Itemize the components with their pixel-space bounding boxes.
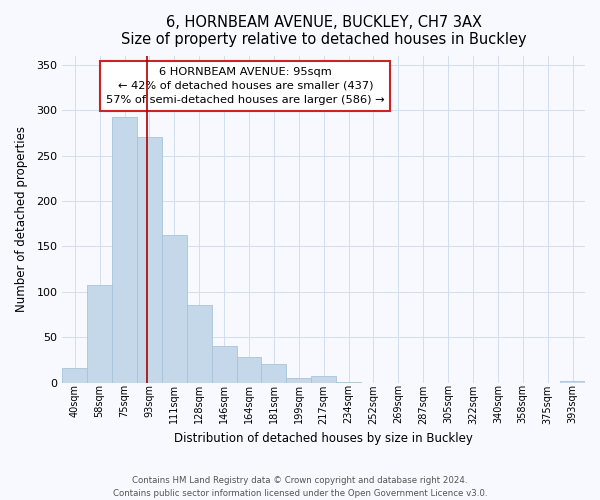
Bar (336, 382, 361, 383)
X-axis label: Distribution of detached houses by size in Buckley: Distribution of detached houses by size … (174, 432, 473, 445)
Text: Contains HM Land Registry data © Crown copyright and database right 2024.
Contai: Contains HM Land Registry data © Crown c… (113, 476, 487, 498)
Bar (236, 358, 262, 383)
Bar (187, 304, 212, 383)
Y-axis label: Number of detached properties: Number of detached properties (15, 126, 28, 312)
Bar (62, 368, 87, 383)
Bar (286, 378, 311, 383)
Bar (112, 118, 137, 383)
Bar (262, 364, 286, 383)
Text: 6 HORNBEAM AVENUE: 95sqm
← 42% of detached houses are smaller (437)
57% of semi-: 6 HORNBEAM AVENUE: 95sqm ← 42% of detach… (106, 67, 385, 105)
Bar (560, 381, 585, 383)
Bar (212, 346, 236, 383)
Bar (162, 234, 187, 383)
Bar (137, 138, 162, 383)
Bar (311, 376, 336, 383)
Title: 6, HORNBEAM AVENUE, BUCKLEY, CH7 3AX
Size of property relative to detached house: 6, HORNBEAM AVENUE, BUCKLEY, CH7 3AX Siz… (121, 15, 526, 48)
Bar (87, 284, 112, 383)
